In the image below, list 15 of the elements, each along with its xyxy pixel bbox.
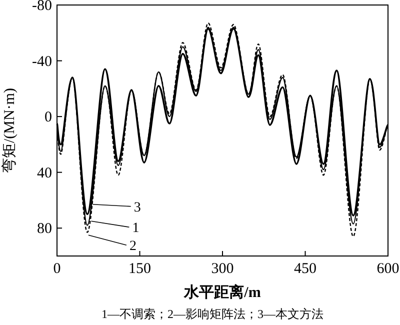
x-tick-label: 450 bbox=[294, 261, 316, 277]
text: 1—不调索；2—影响矩阵法；3—本文方法 bbox=[102, 307, 324, 321]
y-tick-label: 40 bbox=[37, 165, 52, 182]
y-tick-label: -80 bbox=[32, 0, 52, 14]
annotation: 2 bbox=[129, 239, 136, 254]
annotation: 3 bbox=[134, 200, 141, 216]
x-tick-label: 150 bbox=[128, 261, 151, 277]
y-axis-title: 弯矩/(MN·m) bbox=[1, 88, 18, 173]
x-tick-label: 600 bbox=[376, 261, 400, 277]
annotation: 1 bbox=[132, 221, 140, 236]
y-tick-label: 80 bbox=[37, 221, 52, 238]
y-tick-label: 0 bbox=[44, 110, 52, 126]
x-axis-title: 水平距离/m bbox=[183, 283, 262, 301]
y-tick-label: -40 bbox=[32, 54, 52, 70]
x-tick-label: 300 bbox=[211, 261, 234, 277]
